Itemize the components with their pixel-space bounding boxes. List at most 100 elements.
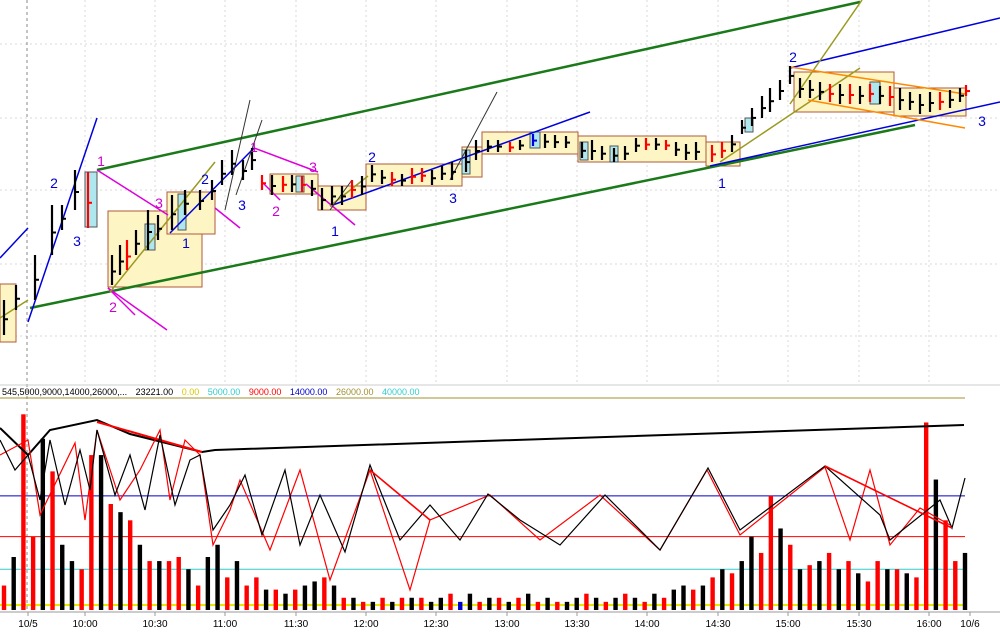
volume-bar bbox=[496, 597, 502, 610]
x-tick-label: 16:00 bbox=[916, 619, 941, 629]
volume-bar bbox=[700, 585, 706, 610]
volume-bar bbox=[681, 585, 686, 610]
volume-bar bbox=[244, 585, 249, 610]
volume-bar bbox=[127, 520, 133, 610]
volume-bar bbox=[215, 544, 220, 610]
volume-bar bbox=[797, 569, 803, 610]
wave-count-label: 2 bbox=[109, 299, 117, 315]
header-level-0: 0.00 bbox=[182, 387, 200, 397]
wave-count-label: 3 bbox=[238, 197, 246, 213]
volume-bar bbox=[147, 561, 152, 610]
x-tick-label: 15:00 bbox=[775, 619, 800, 629]
volume-bar bbox=[865, 581, 871, 610]
volume-bar bbox=[448, 593, 453, 610]
volume-bar bbox=[69, 561, 75, 610]
volume-bar bbox=[875, 561, 880, 610]
volume-bar bbox=[360, 601, 366, 610]
volume-bar bbox=[254, 577, 259, 610]
volume-bar bbox=[846, 561, 851, 610]
wave-count-label: 2 bbox=[201, 171, 209, 187]
x-tick-label: 11:30 bbox=[284, 619, 309, 629]
volume-bar bbox=[438, 597, 444, 610]
volume-bar bbox=[399, 597, 405, 610]
volume-bar bbox=[749, 536, 754, 610]
volume-bar bbox=[962, 552, 968, 610]
wave-count-label: 2 bbox=[789, 49, 797, 65]
volume-bar bbox=[30, 536, 36, 610]
x-tick-label: 11:00 bbox=[213, 619, 238, 629]
volume-bar bbox=[79, 569, 84, 610]
volume-bar bbox=[545, 597, 550, 610]
wave-count-label: 2 bbox=[50, 175, 58, 191]
volume-bar bbox=[613, 597, 618, 610]
volume-bar bbox=[943, 520, 948, 610]
volume-bar bbox=[856, 573, 861, 610]
volume-bar bbox=[525, 593, 531, 610]
volume-bar bbox=[953, 561, 958, 610]
volume-bar bbox=[263, 589, 269, 610]
wave-labels: 2 3 1 2 3 1 2 3 1 2 3 1 2 3 1 2 3 bbox=[50, 49, 986, 315]
volume-bar bbox=[351, 597, 356, 610]
volume-bar bbox=[768, 495, 774, 610]
volume-bar bbox=[739, 561, 744, 610]
wave-count-label: 3 bbox=[73, 233, 81, 249]
volume-bar bbox=[409, 597, 414, 610]
volume-bar bbox=[89, 455, 94, 610]
header-level-1: 5000.00 bbox=[208, 387, 241, 397]
x-tick-label: 10:00 bbox=[72, 619, 97, 629]
volume-bar bbox=[623, 593, 628, 610]
volume-bars bbox=[1, 414, 968, 610]
volume-bar bbox=[312, 581, 317, 610]
volume-bar bbox=[788, 544, 793, 610]
volume-bar bbox=[477, 601, 482, 610]
volume-bar bbox=[341, 597, 346, 610]
volume-bar bbox=[729, 573, 735, 610]
volume-bar bbox=[322, 577, 327, 610]
volume-bar bbox=[817, 561, 822, 610]
header-level-3: 14000.00 bbox=[290, 387, 328, 397]
volume-bar bbox=[302, 585, 308, 610]
volume-bar bbox=[60, 544, 65, 610]
wave-count-label: 1 bbox=[182, 235, 190, 251]
volume-bar bbox=[535, 601, 541, 610]
wave-count-label: 2 bbox=[272, 203, 280, 219]
volume-bar bbox=[914, 577, 919, 610]
volume-bar bbox=[516, 597, 521, 610]
x-tick-label: 10/6 bbox=[960, 619, 980, 629]
x-tick-label: 12:00 bbox=[353, 619, 378, 629]
volume-bar bbox=[642, 601, 647, 610]
x-tick-label: 10/5 bbox=[18, 619, 38, 629]
volume-bar bbox=[331, 585, 337, 610]
wave-count-label: 3 bbox=[449, 190, 457, 206]
wave-count-label: 2 bbox=[368, 149, 376, 165]
volume-bar bbox=[390, 601, 395, 610]
volume-bar bbox=[283, 593, 288, 610]
wave-count-label: 1 bbox=[331, 223, 339, 239]
volume-bar bbox=[273, 589, 278, 610]
x-tick-label: 15:30 bbox=[846, 619, 871, 629]
volume-bar bbox=[885, 569, 890, 610]
volume-bar bbox=[691, 589, 696, 610]
x-tick-label: 10:30 bbox=[142, 619, 167, 629]
consolidation-boxes bbox=[0, 71, 967, 343]
volume-bar bbox=[894, 569, 900, 610]
x-tick-label: 13:30 bbox=[564, 619, 589, 629]
volume-bar bbox=[778, 528, 783, 610]
volume-bar bbox=[176, 557, 181, 610]
wave-count-label: 1 bbox=[718, 175, 726, 191]
volume-bar bbox=[419, 597, 424, 610]
volume-bar bbox=[632, 597, 638, 610]
volume-bar bbox=[584, 593, 589, 610]
volume-bar bbox=[118, 512, 123, 610]
x-tick-label: 14:30 bbox=[705, 619, 730, 629]
volume-bar bbox=[720, 569, 725, 610]
volume-bar bbox=[661, 597, 667, 610]
wave-count-label: 3 bbox=[978, 113, 986, 129]
header-level-4: 26000.00 bbox=[336, 387, 374, 397]
volume-bar bbox=[293, 589, 298, 610]
volume-bar bbox=[157, 561, 162, 610]
price-grid bbox=[0, 0, 1000, 385]
volume-bar bbox=[40, 438, 46, 610]
x-tick-label: 14:00 bbox=[634, 619, 659, 629]
x-tick-label: 13:00 bbox=[494, 619, 519, 629]
